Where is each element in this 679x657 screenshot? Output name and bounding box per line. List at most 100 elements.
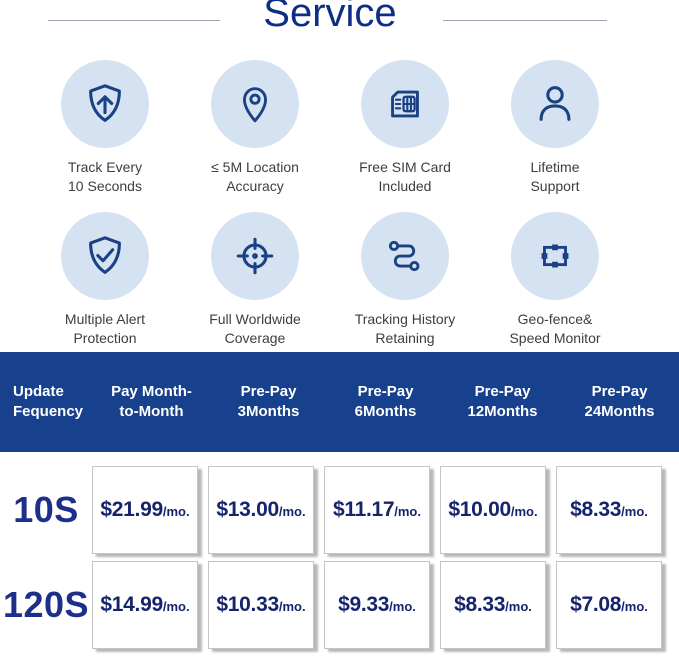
price-suffix: /mo. bbox=[389, 599, 416, 614]
pricing-header-band: Update Fequency Pay Month- to-Month Pre-… bbox=[0, 352, 679, 452]
price-amount: $11.17 bbox=[332, 498, 395, 521]
location-pin-icon bbox=[243, 87, 267, 123]
price-row-10s: 10S $21.99/mo. $13.00/mo. $11.17/mo. $10… bbox=[0, 466, 672, 554]
price-suffix: /mo. bbox=[621, 504, 648, 519]
feature-alert-protection: Multiple Alert Protection bbox=[30, 212, 180, 348]
price-suffix: /mo. bbox=[510, 504, 538, 519]
title-rule-left bbox=[48, 20, 220, 21]
header-prepay-24-months: Pre-Pay 24Months bbox=[561, 382, 678, 422]
title-rule-right bbox=[443, 20, 607, 21]
price-amount: $8.33 bbox=[454, 593, 506, 616]
sim-card-icon bbox=[391, 90, 419, 118]
caption-line: ≤ 5M Location bbox=[211, 159, 299, 175]
feature-lifetime-support: Lifetime Support bbox=[480, 60, 630, 196]
price-cell: $8.33/mo. bbox=[440, 561, 546, 649]
caption-line: Track Every bbox=[67, 159, 143, 175]
price-cell: $10.00/mo. bbox=[440, 466, 546, 554]
price-value: $14.99/mo. bbox=[100, 593, 189, 617]
icon-circle bbox=[361, 212, 449, 300]
price-value: $8.33/mo. bbox=[454, 593, 532, 617]
header-line: Pay Month- bbox=[111, 383, 192, 400]
person-icon bbox=[539, 86, 571, 121]
price-amount: $7.08 bbox=[570, 593, 622, 616]
row-label-120s: 120S bbox=[2, 584, 90, 625]
icon-circle bbox=[361, 60, 449, 148]
icon-circle bbox=[511, 212, 599, 300]
feature-geofence-speed: Geo-fence& Speed Monitor bbox=[480, 212, 630, 348]
icon-circle bbox=[61, 212, 149, 300]
feature-caption: ≤ 5M Location Accuracy bbox=[211, 158, 299, 196]
feature-caption: Track Every 10 Seconds bbox=[68, 158, 142, 196]
price-value: $7.08/mo. bbox=[570, 593, 648, 617]
header-line: to-Month bbox=[119, 403, 184, 420]
header-prepay-6-months: Pre-Pay 6Months bbox=[327, 382, 444, 422]
route-icon bbox=[388, 240, 420, 272]
price-value: $8.33/mo. bbox=[570, 498, 648, 522]
price-row-120s: 120S $14.99/mo. $10.33/mo. $9.33/mo. $8.… bbox=[0, 561, 672, 649]
shield-check-icon bbox=[89, 236, 121, 274]
caption-line: Geo-fence& bbox=[517, 311, 593, 327]
icon-circle bbox=[511, 60, 599, 148]
price-amount: $10.00 bbox=[448, 498, 511, 521]
feature-caption: Tracking History Retaining bbox=[355, 310, 456, 348]
price-amount: $21.99 bbox=[100, 498, 163, 521]
header-line: Fequency bbox=[13, 403, 84, 420]
header-line: Pre-Pay bbox=[474, 383, 531, 400]
price-suffix: /mo. bbox=[394, 504, 421, 519]
caption-line: Multiple Alert bbox=[64, 311, 146, 327]
feature-grid: Track Every 10 Seconds ≤ 5M Location Acc… bbox=[30, 60, 630, 348]
price-amount: $9.33 bbox=[338, 593, 390, 616]
icon-circle bbox=[211, 60, 299, 148]
caption-line: Retaining bbox=[375, 330, 435, 346]
caption-line: Full Worldwide bbox=[209, 311, 301, 327]
price-amount: $13.00 bbox=[216, 498, 279, 521]
price-value: $11.17/mo. bbox=[333, 498, 421, 522]
icon-circle bbox=[61, 60, 149, 148]
price-suffix: /mo. bbox=[505, 599, 532, 614]
header-line: Pre-Pay bbox=[591, 383, 648, 400]
price-cell: $14.99/mo. bbox=[92, 561, 198, 649]
header-line: 24Months bbox=[584, 403, 655, 420]
header-line: 6Months bbox=[354, 403, 417, 420]
icon-circle bbox=[211, 212, 299, 300]
caption-line: Lifetime bbox=[530, 159, 580, 175]
feature-caption: Full Worldwide Coverage bbox=[209, 310, 301, 348]
price-cell: $13.00/mo. bbox=[208, 466, 314, 554]
price-suffix: /mo. bbox=[162, 599, 190, 614]
feature-caption: Free SIM Card Included bbox=[359, 158, 451, 196]
price-suffix: /mo. bbox=[278, 504, 306, 519]
feature-worldwide-coverage: Full Worldwide Coverage bbox=[180, 212, 330, 348]
price-cell: $7.08/mo. bbox=[556, 561, 662, 649]
price-value: $9.33/mo. bbox=[338, 593, 416, 617]
caption-line: Included bbox=[378, 178, 432, 194]
crosshair-icon bbox=[236, 237, 274, 275]
feature-track-interval: Track Every 10 Seconds bbox=[30, 60, 180, 196]
caption-line: Free SIM Card bbox=[359, 159, 451, 175]
price-value: $21.99/mo. bbox=[100, 498, 189, 522]
feature-caption: Geo-fence& Speed Monitor bbox=[509, 310, 600, 348]
header-line: Pre-Pay bbox=[357, 383, 414, 400]
price-cell: $11.17/mo. bbox=[324, 466, 430, 554]
feature-free-sim: Free SIM Card Included bbox=[330, 60, 480, 196]
price-cell: $10.33/mo. bbox=[208, 561, 314, 649]
price-cell: $9.33/mo. bbox=[324, 561, 430, 649]
price-amount: $8.33 bbox=[570, 498, 622, 521]
header-line: Pre-Pay bbox=[240, 383, 297, 400]
caption-line: Speed Monitor bbox=[509, 330, 601, 346]
feature-tracking-history: Tracking History Retaining bbox=[330, 212, 480, 348]
feature-caption: Lifetime Support bbox=[530, 158, 579, 196]
price-cell: $8.33/mo. bbox=[556, 466, 662, 554]
header-update-frequency: Update Fequency bbox=[0, 382, 93, 422]
header-line: 3Months bbox=[237, 403, 300, 420]
price-value: $10.00/mo. bbox=[448, 498, 537, 522]
shield-arrow-icon bbox=[89, 84, 121, 122]
caption-line: Tracking History bbox=[354, 311, 456, 327]
caption-line: Support bbox=[530, 178, 580, 194]
price-cell: $21.99/mo. bbox=[92, 466, 198, 554]
header-prepay-12-months: Pre-Pay 12Months bbox=[444, 382, 561, 422]
caption-line: Protection bbox=[73, 330, 137, 346]
row-label-10s: 10S bbox=[13, 489, 79, 530]
header-line: 12Months bbox=[467, 403, 538, 420]
geofence-icon bbox=[541, 244, 569, 268]
